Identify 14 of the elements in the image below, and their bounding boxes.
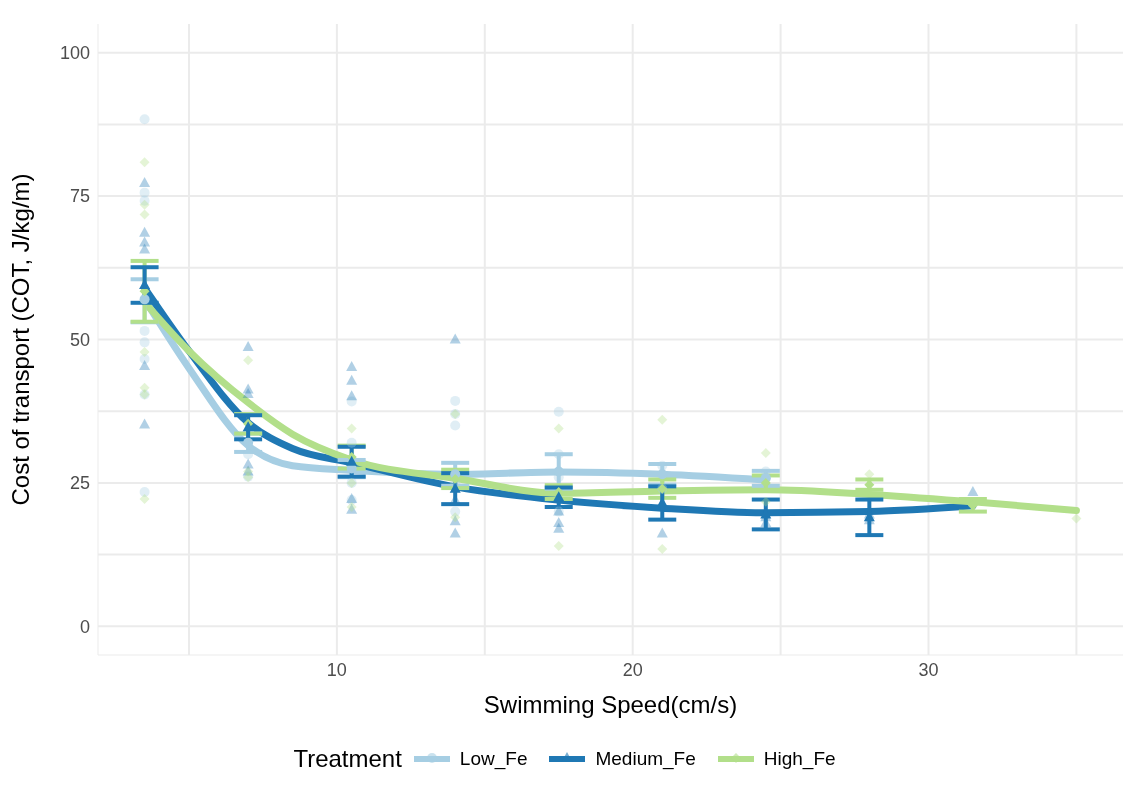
legend-label: Low_Fe [459,748,528,770]
x-tick-label: 30 [918,659,939,680]
x-tick-label: 20 [622,659,643,680]
x-tick-label: 10 [326,659,347,680]
legend-label: High_Fe [763,748,836,770]
y-tick-label: 100 [59,43,90,64]
y-tick-label: 50 [69,329,90,350]
y-axis-title: Cost of transport (COT, J/kg/m) [6,173,34,506]
legend-title: Treatment [293,745,402,773]
y-tick-label: 25 [69,473,90,494]
legend-label: Medium_Fe [595,748,696,770]
x-axis-title: Swimming Speed(cm/s) [483,691,738,718]
y-tick-label: 0 [79,616,90,637]
y-tick-label: 75 [69,186,90,207]
